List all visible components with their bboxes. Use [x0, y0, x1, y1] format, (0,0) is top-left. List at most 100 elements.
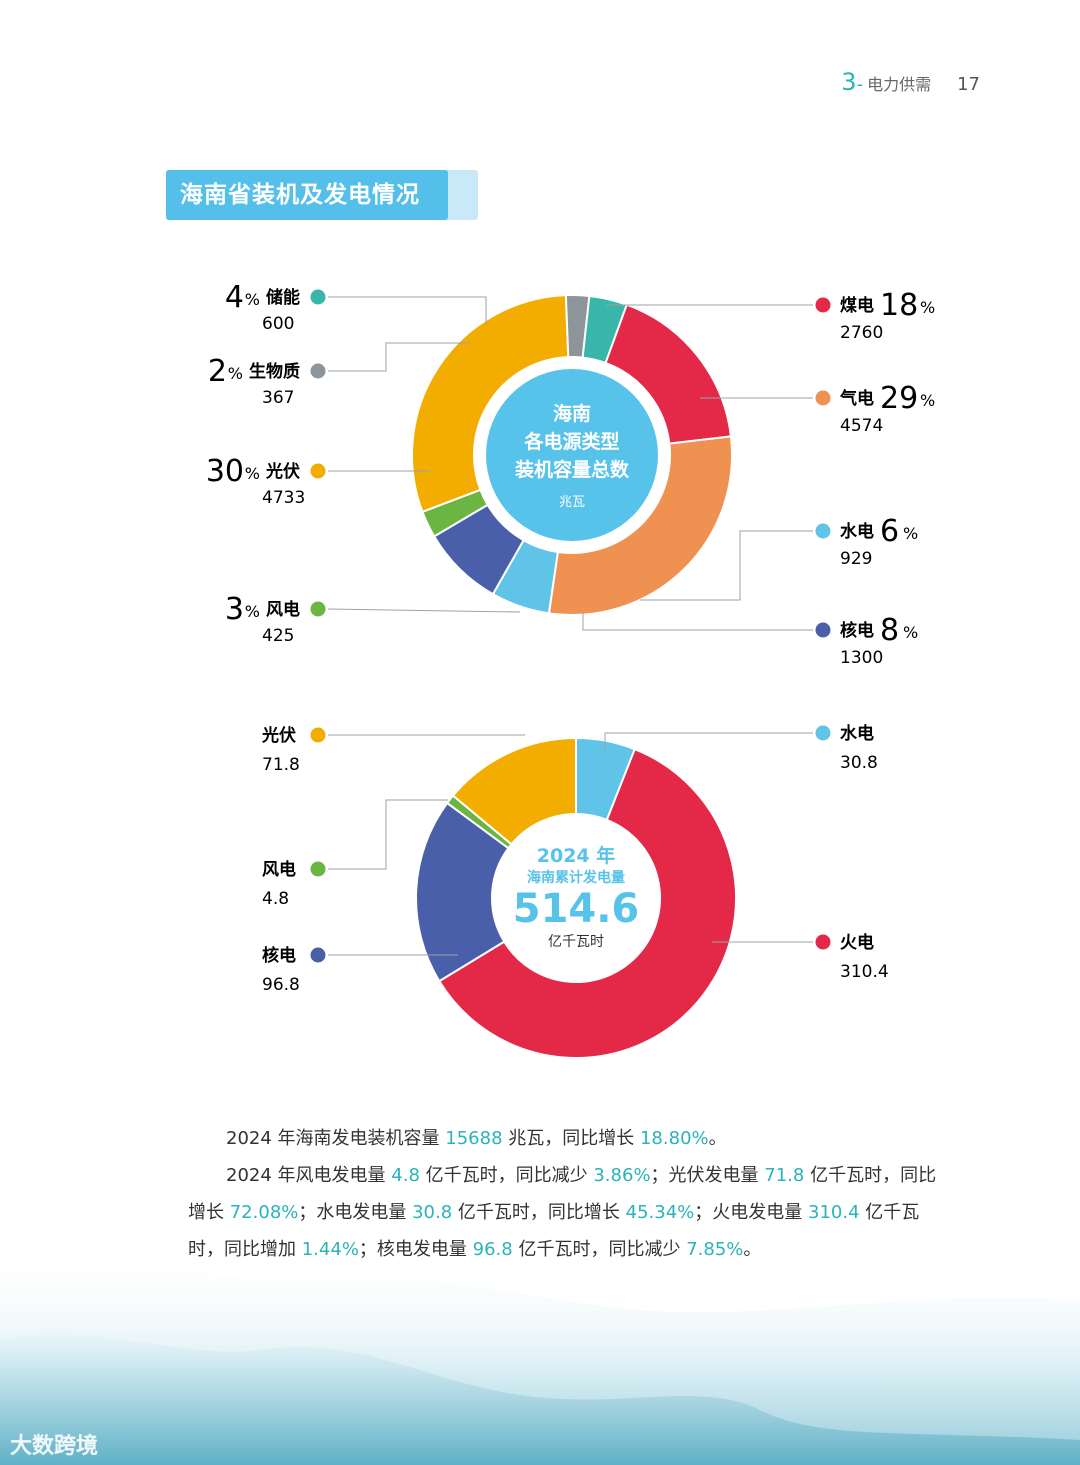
capacity-legend-dot-1: [815, 390, 831, 406]
summary-p2-text: 亿千瓦时，同比增长: [452, 1202, 626, 1223]
generation-value-0: 30.8: [840, 753, 878, 773]
capacity-percent-6: 2: [208, 354, 227, 389]
generation-label-0: 水电: [840, 723, 874, 744]
capacity-legend-dot-4: [310, 601, 326, 617]
capacity-percent-2: 6: [880, 514, 899, 549]
capacity-percent-sign: %: [228, 364, 243, 383]
capacity-percent-sign: %: [903, 623, 918, 642]
capacity-percent-sign: %: [920, 298, 935, 317]
summary-p2-value: 4.8: [391, 1165, 420, 1186]
summary-p2-value: 45.34%: [625, 1202, 695, 1223]
generation-value-2: 96.8: [262, 975, 300, 995]
capacity-leader-7: [328, 296, 487, 325]
summary-p2-text: 亿千瓦时，同比减少: [512, 1239, 687, 1260]
capacity-label-2: 水电: [840, 521, 874, 542]
summary-p2-text: 亿千瓦时，同比增长: [188, 1165, 937, 1223]
summary-p2-text: ；火电发电量: [694, 1202, 809, 1223]
capacity-percent-0: 18: [880, 288, 918, 323]
summary-p2-value: 30.8: [412, 1202, 453, 1223]
generation-center-disc: [492, 814, 660, 982]
summary-p1-value: 18.80%: [639, 1128, 709, 1149]
capacity-legend-dot-2: [815, 523, 831, 539]
title-banner: 海南省装机及发电情况: [166, 170, 478, 220]
section-separator: -: [856, 74, 864, 95]
generation-center-label: 海南累计发电量: [527, 869, 625, 886]
capacity-leader-2: [640, 530, 813, 601]
generation-center-total: 514.6: [513, 886, 640, 932]
capacity-percent-sign: %: [245, 290, 260, 309]
capacity-label-4: 风电: [266, 599, 300, 620]
summary-p2-text: ；核电发电量: [358, 1239, 473, 1260]
capacity-value-2: 929: [840, 549, 872, 569]
capacity-legend-dot-7: [310, 289, 326, 305]
generation-leader-0: [604, 732, 813, 750]
capacity-percent-5: 30: [206, 454, 244, 489]
generation-legend-dot-2: [310, 947, 326, 963]
capacity-label-3: 核电: [840, 620, 874, 641]
capacity-value-3: 1300: [840, 648, 883, 668]
generation-legend-dot-3: [310, 861, 326, 877]
capacity-legend-dot-3: [815, 622, 831, 638]
summary-p2-text: 亿千瓦时，同比增加: [188, 1202, 920, 1260]
summary-p2-text: 。: [743, 1239, 762, 1260]
capacity-center-unit: 兆瓦: [559, 495, 585, 510]
summary-p2-value: 96.8: [472, 1239, 513, 1260]
capacity-percent-4: 3: [225, 592, 244, 627]
capacity-percent-1: 29: [880, 381, 918, 416]
capacity-center-title: 各电源类型: [523, 430, 619, 453]
capacity-legend-dot-0: [815, 297, 831, 313]
capacity-leader-6: [328, 342, 470, 372]
capacity-label-7: 储能: [266, 287, 300, 308]
page-title: 海南省装机及发电情况: [180, 182, 420, 208]
summary-p2-value: 7.85%: [686, 1239, 744, 1260]
capacity-value-1: 4574: [840, 416, 883, 436]
capacity-percent-sign: %: [903, 524, 918, 543]
capacity-center-title: 装机容量总数: [514, 458, 630, 481]
capacity-value-6: 367: [262, 388, 294, 408]
generation-value-4: 71.8: [262, 755, 300, 775]
page-header: 3 - 电力供需 17: [841, 68, 980, 98]
summary-p1-value: 15688: [445, 1128, 503, 1149]
watermark: 大数跨境: [10, 1434, 99, 1459]
capacity-percent-sign: %: [245, 602, 260, 621]
summary-p1-text: 。: [708, 1128, 727, 1149]
capacity-leader-4: [327, 608, 521, 613]
generation-legend-dot-4: [310, 727, 326, 743]
summary-p2-text: 亿千瓦时，同比减少: [419, 1165, 594, 1186]
section-number: 3: [841, 68, 857, 96]
capacity-label-1: 气电: [839, 388, 874, 409]
summary-paragraph-2: 2024 年风电发电量 4.8 亿千瓦时，同比减少 3.86%；光伏发电量 71…: [188, 1157, 950, 1268]
capacity-center-title: 海南: [553, 402, 591, 425]
generation-label-1: 火电: [840, 932, 874, 953]
summary-paragraph-1: 2024 年海南发电装机容量 15688 兆瓦，同比增长 18.80%。: [188, 1120, 950, 1157]
capacity-leader-3: [582, 612, 813, 631]
generation-leader-3: [328, 799, 448, 870]
capacity-value-5: 4733: [262, 488, 305, 508]
summary-p2-text: ；光伏发电量: [650, 1165, 765, 1186]
generation-legend-dot-1: [815, 934, 831, 950]
generation-label-4: 光伏: [261, 725, 296, 746]
capacity-value-7: 600: [262, 314, 294, 334]
capacity-center-disc: [486, 369, 658, 541]
capacity-label-6: 生物质: [249, 361, 300, 382]
generation-center-unit: 亿千瓦时: [548, 934, 604, 950]
landscape-front: [0, 1334, 1080, 1465]
summary-p1-text: 2024 年海南发电装机容量: [226, 1128, 446, 1149]
capacity-percent-sign: %: [920, 391, 935, 410]
capacity-percent-7: 4: [225, 280, 244, 315]
generation-value-3: 4.8: [262, 889, 289, 909]
page-number: 17: [957, 74, 980, 95]
summary-p2-value: 72.08%: [229, 1202, 299, 1223]
generation-legend-dot-0: [815, 725, 831, 741]
generation-value-1: 310.4: [840, 962, 889, 982]
summary-p2-text: ；水电发电量: [298, 1202, 413, 1223]
capacity-percent-sign: %: [245, 464, 260, 483]
summary-p2-value: 3.86%: [593, 1165, 651, 1186]
generation-label-3: 风电: [262, 859, 296, 880]
summary-p2-value: 71.8: [764, 1165, 805, 1186]
summary-p1-text: 兆瓦，同比增长: [502, 1128, 640, 1149]
summary-p2-value: 1.44%: [301, 1239, 359, 1260]
capacity-legend-dot-6: [310, 363, 326, 379]
summary-text: 2024 年海南发电装机容量 15688 兆瓦，同比增长 18.80%。 202…: [188, 1120, 950, 1268]
